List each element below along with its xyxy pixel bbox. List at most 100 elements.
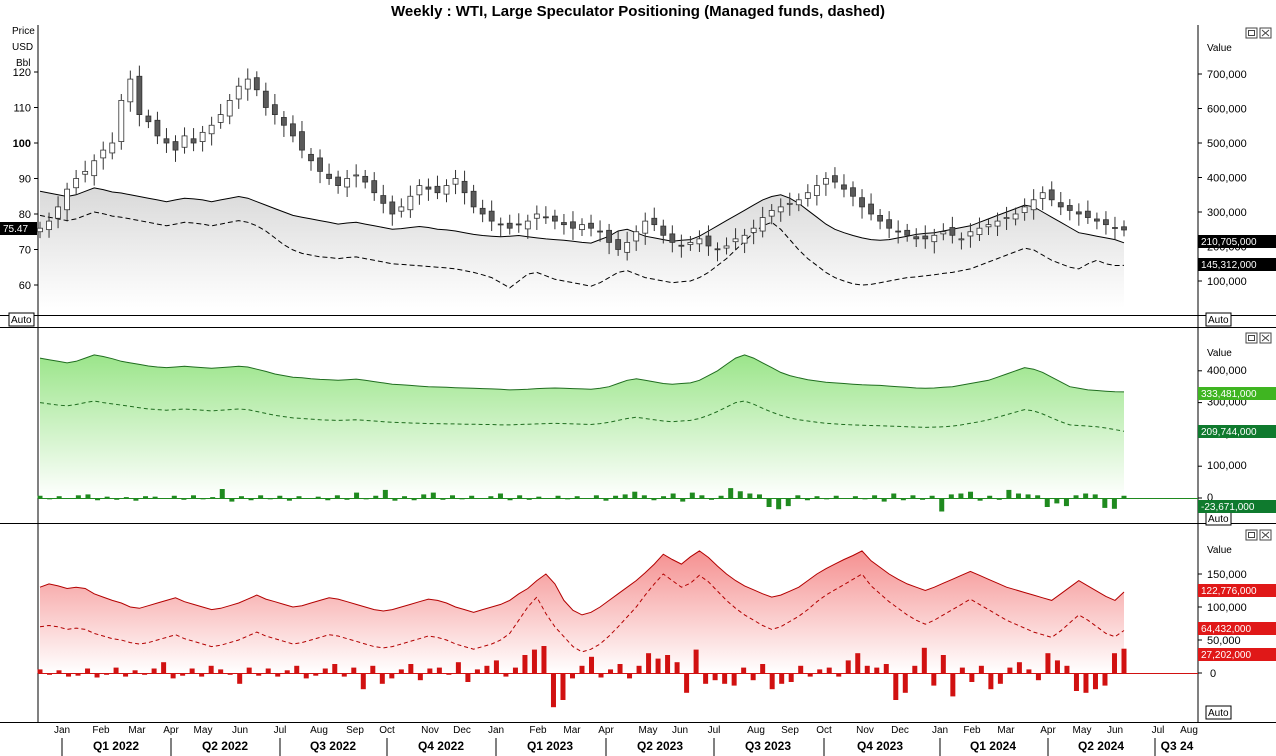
candle (335, 170, 342, 194)
panel1-controls[interactable] (1245, 27, 1272, 39)
long-change-bar (1073, 495, 1079, 498)
candle (660, 219, 667, 244)
long-change-bar (1015, 493, 1021, 498)
month-label: Aug (747, 725, 765, 736)
short-change-bar (1026, 669, 1032, 673)
short-change-bar (56, 670, 62, 673)
long-change-bar (824, 498, 830, 500)
candle (425, 178, 432, 201)
right-tick-label: 500,000 (1207, 138, 1247, 150)
long-change-bar (881, 498, 887, 502)
long-change-bars (37, 488, 1127, 512)
auto-button-left[interactable]: Auto (8, 312, 35, 327)
short-change-bar (589, 656, 595, 673)
long-change-bar (296, 496, 302, 498)
restore-icon[interactable] (1245, 27, 1258, 39)
long-change-bar (306, 498, 312, 499)
candle (768, 204, 775, 225)
candle (850, 181, 856, 207)
restore-icon[interactable] (1245, 332, 1258, 344)
long-change-bar (325, 498, 331, 501)
restore-icon[interactable] (1245, 529, 1258, 541)
short-change-bar (1102, 673, 1108, 686)
right-tick-label: 0 (1207, 492, 1213, 504)
short-change-bar (1092, 673, 1098, 690)
short-change-bar (455, 662, 461, 673)
candle (904, 223, 911, 242)
short-change-bar (322, 668, 328, 673)
long-change-bar (1092, 494, 1098, 498)
long-change-bar (440, 498, 446, 500)
short-change-bar (969, 673, 975, 682)
candle (651, 207, 658, 232)
long-change-bar (747, 493, 753, 498)
right-tick-label: 100,000 (1207, 602, 1247, 614)
short-change-bar (1083, 673, 1089, 693)
short-change-bar (170, 673, 176, 679)
long-change-bar (728, 488, 734, 498)
month-label: Dec (891, 725, 909, 736)
panel3-controls[interactable] (1245, 529, 1272, 541)
long-change-bar (939, 498, 945, 512)
short-change-bar (161, 662, 167, 673)
short-change-bar (703, 673, 709, 684)
month-label: Aug (1180, 725, 1198, 736)
month-label: Aug (310, 725, 328, 736)
long-change-bar (75, 495, 81, 498)
candle (488, 200, 495, 232)
short-change-bar (997, 673, 1003, 684)
long-change-bar (977, 498, 983, 501)
short-change-bar (493, 660, 499, 673)
long-change-bar (277, 495, 283, 498)
long-change-bar (680, 498, 686, 502)
candle (714, 242, 721, 262)
long-change-bar (1083, 493, 1089, 498)
candle (1094, 212, 1100, 230)
long-change-bar (1121, 495, 1127, 498)
short-change-bar (959, 667, 965, 673)
long-change-bar (133, 498, 139, 501)
panel1-left-unit: Price USD Bbl (12, 26, 35, 69)
candle (1039, 186, 1046, 211)
candle (940, 223, 947, 241)
panel3-ticks: 0 50,000 100,000 150,000 (1198, 569, 1247, 680)
auto-button-p1[interactable]: Auto (1205, 312, 1232, 327)
short-change-bar (199, 673, 205, 677)
auto-button-p3[interactable]: Auto (1205, 705, 1232, 720)
long-change-bar (1044, 498, 1050, 507)
month-label: Mar (563, 725, 581, 736)
candle (353, 164, 360, 188)
long-change-bar (478, 498, 484, 499)
candle (877, 209, 883, 230)
short-change-bar (845, 660, 851, 673)
short-change-bar (1045, 653, 1051, 673)
long-change-bar (66, 498, 72, 499)
panel2-controls[interactable] (1245, 332, 1272, 344)
candle (515, 213, 522, 233)
auto-button-p2[interactable]: Auto (1205, 511, 1232, 526)
long-change-bar (229, 498, 235, 502)
short-change-bar (104, 673, 110, 675)
right-tick-label: 100,000 (1207, 460, 1247, 472)
svg-text:333,481,000: 333,481,000 (1201, 389, 1257, 400)
candle (1066, 199, 1073, 221)
panel1-value-header: Value (1207, 43, 1232, 54)
svg-text:122,776,000: 122,776,000 (1201, 586, 1257, 597)
right-tick-label: 0 (1210, 668, 1216, 680)
month-label: Sep (781, 725, 799, 736)
candle (832, 167, 838, 189)
candle (64, 182, 70, 222)
long-change-bar (334, 495, 340, 498)
long-change-bar (526, 498, 532, 500)
candle (100, 141, 107, 170)
short-change-bar (931, 673, 937, 686)
candle (109, 132, 116, 160)
svg-text:75.47: 75.47 (3, 224, 28, 235)
chart-title: Weekly : WTI, Large Speculator Positioni… (391, 3, 885, 20)
short-change-bar (550, 673, 556, 708)
quarter-label: Q2 2024 (1078, 739, 1124, 753)
long-change-bar (152, 496, 158, 498)
candle (271, 94, 278, 125)
candle (290, 115, 296, 143)
quarter-label: Q3 24 (1161, 739, 1194, 753)
